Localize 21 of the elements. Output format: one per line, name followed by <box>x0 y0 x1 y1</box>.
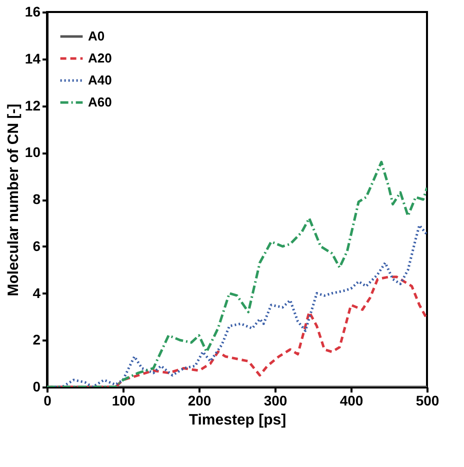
y-tick-label: 6 <box>32 238 41 254</box>
y-axis-title: Molecular number of CN [-] <box>4 104 22 296</box>
legend-label: A0 <box>88 28 105 44</box>
x-axis-title: Timestep [ps] <box>188 412 286 428</box>
legend-label: A40 <box>88 72 112 88</box>
y-tick-label: 8 <box>32 191 41 207</box>
y-tick-label: 12 <box>24 97 41 114</box>
legend-label: A60 <box>88 94 112 110</box>
y-tick-label: 0 <box>32 378 41 394</box>
x-tick-label: 100 <box>112 392 136 408</box>
y-tick-label: 16 <box>24 4 41 20</box>
x-tick-label: 400 <box>340 392 364 408</box>
x-tick-label: 300 <box>264 392 288 408</box>
y-tick-label: 14 <box>24 50 41 66</box>
x-tick-label: 500 <box>416 392 440 408</box>
y-tick-label: 2 <box>32 332 41 348</box>
legend-label: A20 <box>88 50 112 66</box>
y-tick-label: 4 <box>32 284 41 301</box>
x-tick-label: 0 <box>44 392 52 408</box>
x-tick-label: 200 <box>188 392 212 408</box>
y-tick-label: 10 <box>24 144 41 160</box>
